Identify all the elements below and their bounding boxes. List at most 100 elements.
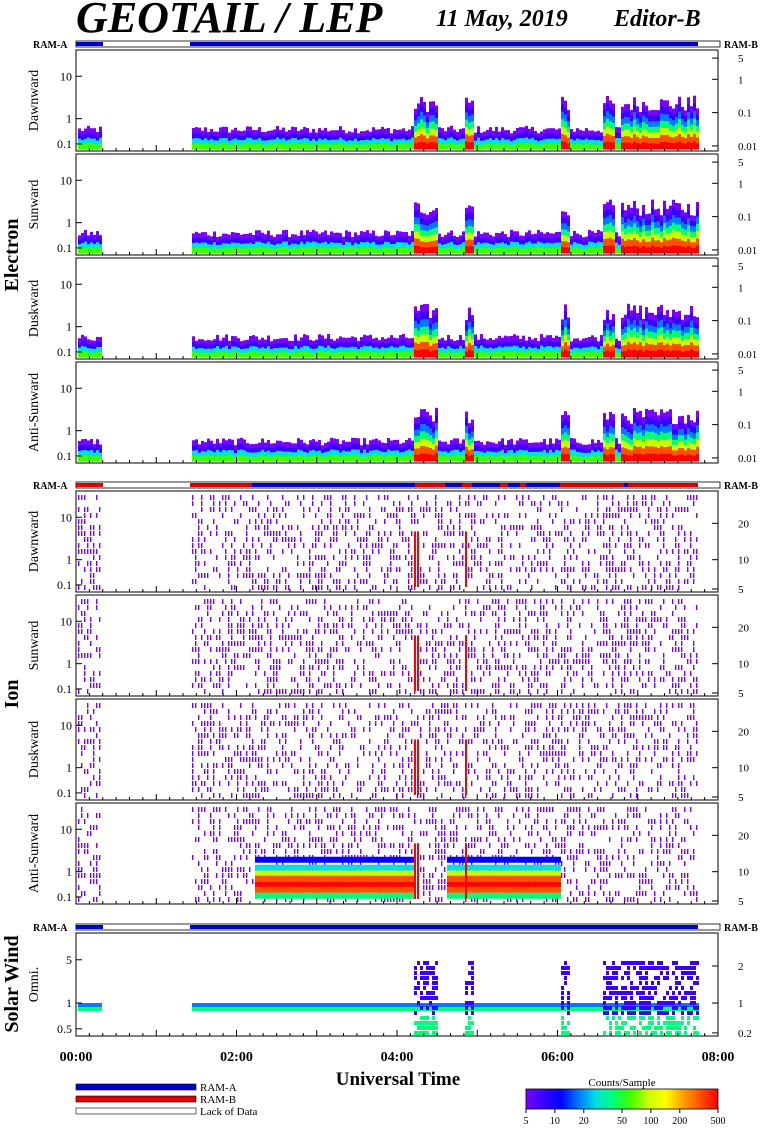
- left-tick-label: 0.1: [57, 137, 72, 151]
- spectrogram-image: [78, 95, 699, 150]
- panel-solar-wind-omni-: Omni. 5 1 0.5 2 1 0.2: [27, 932, 752, 1040]
- ram-bar-electron: RAM-A RAM-B: [33, 40, 758, 51]
- ram-legend: RAM-A RAM-B Lack of Data: [75, 1082, 258, 1118]
- x-tick-label: 02:00: [220, 1050, 253, 1065]
- ram-bar-ion: RAM-A RAM-B: [33, 481, 758, 492]
- spectrogram-image: [78, 303, 699, 358]
- left-tick-label: 0.1: [57, 890, 72, 904]
- panel-label: Sunward: [27, 621, 42, 671]
- x-tick-label: 08:00: [702, 1050, 735, 1065]
- legend-swatch-ram-a: [75, 1083, 197, 1091]
- panel-label: Dawnward: [27, 511, 42, 572]
- left-tick-label: 0.5: [57, 1022, 72, 1036]
- left-tick-label: 1: [66, 865, 72, 879]
- x-tick-label: 00:00: [60, 1050, 93, 1065]
- left-tick-label: 1: [66, 657, 72, 671]
- legend-swatch-lack: [75, 1107, 197, 1115]
- ram-b-label: RAM-B: [724, 481, 758, 492]
- x-axis-label: Universal Time: [336, 1069, 460, 1090]
- right-tick-label: 0.01: [738, 245, 757, 257]
- legend-label-ram-a: RAM-A: [200, 1082, 237, 1094]
- left-tick-label: 10: [60, 277, 72, 291]
- panel-label: Dawnward: [27, 70, 42, 131]
- right-tick-label: 5: [738, 688, 744, 700]
- right-tick-label: 5: [738, 261, 744, 273]
- right-tick-label: 5: [738, 584, 744, 596]
- panel-label: Sunward: [27, 180, 42, 230]
- left-tick-label: 1: [66, 320, 72, 334]
- left-tick-label: 1: [66, 553, 72, 567]
- right-tick-label: 0.1: [738, 420, 752, 432]
- right-tick-label: 5: [738, 896, 744, 908]
- panel-label: Duskward: [27, 280, 42, 338]
- ram-b-label: RAM-B: [724, 923, 758, 934]
- panel-electron-dawnward: Dawnward 10 1 0.1 5 1 0.1 0.01: [27, 49, 757, 153]
- panel-label: Anti-Sunward: [27, 373, 42, 452]
- right-tick-label: 20: [738, 830, 750, 842]
- ram-a-label: RAM-A: [33, 481, 68, 492]
- colorbar-tick-label: 100: [643, 1116, 658, 1127]
- colorbar-tick-label: 5: [524, 1116, 529, 1127]
- spectrogram-image: [78, 599, 698, 694]
- right-tick-label: 1: [738, 998, 744, 1010]
- right-tick-label: 5: [738, 792, 744, 804]
- left-tick-label: 0.1: [57, 241, 72, 255]
- legend-swatch-ram-b: [75, 1095, 197, 1103]
- left-tick-label: 0.1: [57, 578, 72, 592]
- panel-label: Duskward: [27, 721, 42, 779]
- right-tick-label: 0.2: [738, 1028, 752, 1040]
- right-tick-label: 0.1: [738, 316, 752, 328]
- legend-label-ram-b: RAM-B: [200, 1094, 236, 1106]
- legend-label-lack: Lack of Data: [200, 1106, 258, 1118]
- spectrogram-image: [78, 703, 698, 798]
- colorbar-tick-label: 50: [617, 1116, 627, 1127]
- right-tick-label: 1: [738, 282, 744, 294]
- right-tick-label: 1: [738, 74, 744, 86]
- left-tick-label: 10: [60, 614, 72, 628]
- right-tick-label: 5: [738, 157, 744, 169]
- left-tick-label: 0.1: [57, 345, 72, 359]
- right-tick-label: 10: [738, 659, 750, 671]
- panel-label: Omni.: [27, 967, 42, 1002]
- right-tick-label: 20: [738, 518, 750, 530]
- left-tick-label: 10: [60, 718, 72, 732]
- spectrogram-image: [78, 961, 699, 1035]
- right-tick-label: 0.1: [738, 108, 752, 120]
- ram-bar-solar-wind: RAM-A RAM-B: [33, 923, 758, 934]
- group-label-ion: Ion: [1, 680, 23, 709]
- spectrogram-image: [78, 495, 698, 590]
- right-tick-label: 1: [738, 386, 744, 398]
- right-tick-label: 10: [738, 555, 750, 567]
- right-tick-label: 1: [738, 178, 744, 190]
- left-tick-label: 10: [60, 822, 72, 836]
- left-tick-label: 1: [66, 424, 72, 438]
- colorbar-title: Counts/Sample: [588, 1077, 655, 1089]
- left-tick-label: 0.1: [57, 682, 72, 696]
- right-tick-label: 20: [738, 726, 750, 738]
- colorbar: Counts/Sample 5 10 20 50 100 200 500: [524, 1077, 726, 1127]
- left-tick-label: 10: [60, 381, 72, 395]
- right-tick-label: 0.01: [738, 453, 757, 465]
- right-tick-label: 5: [738, 365, 744, 377]
- panel-ion-dawnward: Dawnward 10 1 0.1 20 10 5: [27, 490, 750, 596]
- right-tick-label: 10: [738, 867, 750, 879]
- right-tick-label: 0.01: [738, 349, 757, 361]
- plot-editor: Editor-B: [613, 6, 701, 32]
- left-tick-label: 1: [66, 216, 72, 230]
- right-tick-label: 2: [738, 961, 744, 973]
- colorbar-tick-label: 10: [550, 1116, 560, 1127]
- plot-title: GEOTAIL / LEP: [76, 0, 384, 42]
- right-tick-label: 0.01: [738, 141, 757, 153]
- panel-ion-anti-sunward: Anti-Sunward 10 1 0.1 20 10 5: [27, 802, 750, 908]
- panel-electron-duskward: Duskward 10 1 0.1 5 1 0.1 0.01: [27, 257, 757, 361]
- right-tick-label: 5: [738, 53, 744, 65]
- left-tick-label: 0.1: [57, 786, 72, 800]
- colorbar-gradient: [525, 1088, 719, 1110]
- x-axis-ticks: 00:00 02:00 04:00 06:00 08:00: [60, 1050, 735, 1065]
- spectrogram-image: [78, 407, 699, 462]
- panel-ion-duskward: Duskward 10 1 0.1 20 10 5: [27, 698, 750, 804]
- spectrogram-panels: Dawnward 10 1 0.1 5 1 0.1 0.01 Sunward 10 1 0.1 5 1 0.…: [27, 49, 757, 1040]
- spectrogram-image: [78, 199, 699, 254]
- colorbar-ticks: 5 10 20 50 100 200 500: [524, 1109, 726, 1127]
